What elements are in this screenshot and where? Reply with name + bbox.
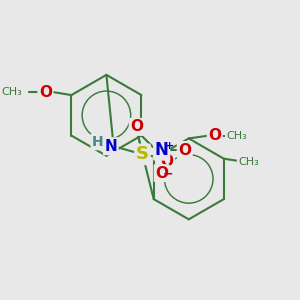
Text: O: O bbox=[160, 154, 174, 169]
Text: O: O bbox=[155, 166, 168, 181]
Text: −: − bbox=[163, 167, 173, 180]
Text: H: H bbox=[92, 135, 103, 149]
Text: O: O bbox=[130, 119, 143, 134]
Text: CH₃: CH₃ bbox=[2, 87, 22, 97]
Text: N: N bbox=[155, 141, 169, 159]
Text: +: + bbox=[165, 141, 174, 151]
Text: S: S bbox=[136, 145, 149, 163]
Text: O: O bbox=[208, 128, 221, 143]
Text: O: O bbox=[39, 85, 52, 100]
Text: CH₃: CH₃ bbox=[226, 130, 247, 141]
Text: O: O bbox=[178, 142, 191, 158]
Text: N: N bbox=[104, 139, 117, 154]
Text: CH₃: CH₃ bbox=[238, 157, 259, 166]
